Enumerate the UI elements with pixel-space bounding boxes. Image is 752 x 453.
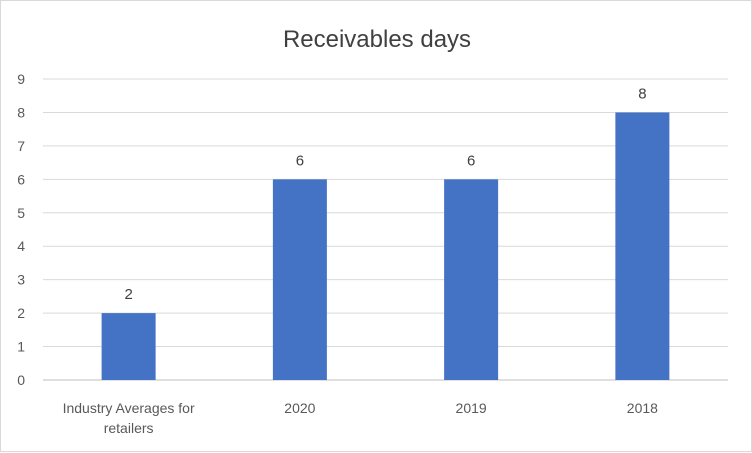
y-tick-label: 9 xyxy=(17,71,25,87)
x-tick-label-line: Industry Averages for xyxy=(63,400,195,416)
x-tick-label: 2020 xyxy=(284,400,315,416)
y-tick-label: 4 xyxy=(17,238,25,254)
y-tick-label: 8 xyxy=(17,104,25,120)
gridlines xyxy=(43,78,728,381)
y-tick-label: 7 xyxy=(17,138,25,154)
y-tick-label: 3 xyxy=(17,272,25,288)
x-axis-ticks: Industry Averages for retailers 2020 2019 20… xyxy=(63,400,659,436)
data-label: 6 xyxy=(296,152,304,169)
x-tick-label-line: 2019 xyxy=(456,400,487,416)
bar xyxy=(615,112,670,380)
y-tick-label: 5 xyxy=(17,205,25,221)
x-tick-label-line: 2020 xyxy=(284,400,315,416)
y-tick-label: 2 xyxy=(17,305,25,321)
data-labels: 2 6 6 8 xyxy=(124,85,646,303)
x-tick-label: 2018 xyxy=(627,400,658,416)
chart-title: Receivables days xyxy=(283,26,471,53)
data-label: 8 xyxy=(638,85,646,102)
x-tick-label: 2019 xyxy=(456,400,487,416)
data-label: 6 xyxy=(467,152,475,169)
x-tick-label-line: 2018 xyxy=(627,400,658,416)
bar xyxy=(101,313,156,380)
bars xyxy=(101,112,670,380)
bar xyxy=(444,179,499,380)
x-tick-label-line: retailers xyxy=(104,420,154,436)
x-tick-label: Industry Averages for retailers xyxy=(63,400,195,436)
y-tick-label: 0 xyxy=(17,372,25,388)
y-tick-label: 1 xyxy=(17,339,25,355)
y-tick-label: 6 xyxy=(17,171,25,187)
y-axis-ticks: 0 1 2 3 4 5 6 7 8 9 xyxy=(17,71,25,388)
data-label: 2 xyxy=(124,286,132,303)
bar xyxy=(272,179,327,380)
